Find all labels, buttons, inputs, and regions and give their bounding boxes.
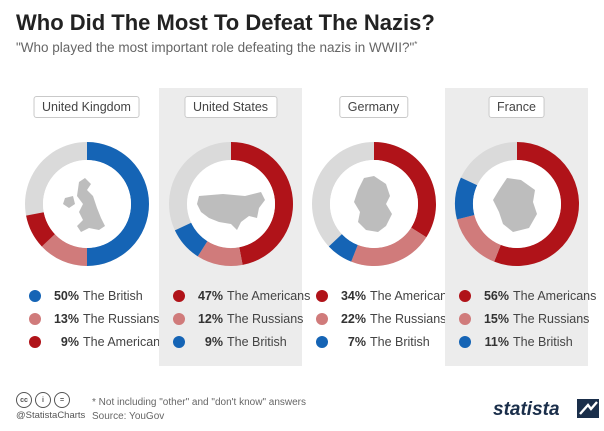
donut-slice xyxy=(87,142,149,266)
donut-slice xyxy=(26,212,55,247)
twitter-handle: @StatistaCharts xyxy=(16,410,86,421)
legend-label: The British xyxy=(83,288,143,303)
legend-item: 15% The Russians xyxy=(459,307,596,330)
legend-dot xyxy=(29,289,41,302)
donut-slice xyxy=(328,234,358,262)
germany-map-icon xyxy=(354,176,392,232)
footnote: * Not including "other" and "don't know"… xyxy=(92,396,306,424)
country-label: United Kingdom xyxy=(33,96,140,118)
donut-slice xyxy=(456,214,501,262)
donut-chart xyxy=(455,142,580,266)
legend-value: 11% xyxy=(484,334,509,349)
legend-label: The Americans xyxy=(370,288,454,303)
legend-dot xyxy=(316,335,328,348)
legend-value: 50% xyxy=(53,288,79,303)
legend-dot xyxy=(459,312,471,325)
legend-item: 9% The Americans xyxy=(29,330,166,353)
donut-slice xyxy=(231,142,293,265)
legend-label: The Russians xyxy=(83,311,160,326)
legend: 47% The Americans 12% The Russians 9% The Bri… xyxy=(173,284,310,353)
no-derivatives-icon: = xyxy=(54,392,70,408)
donut-slice xyxy=(494,142,579,266)
donut-chart xyxy=(312,142,437,266)
panel-uk: United Kingdom 50% The British 13% The Russi… xyxy=(15,88,166,366)
legend-dot xyxy=(316,312,328,325)
legend-value: 7% xyxy=(347,334,366,349)
attribution-icon: i xyxy=(35,392,51,408)
subtitle-text: "Who played the most important role defe… xyxy=(16,40,415,55)
legend-value: 34% xyxy=(340,288,366,303)
legend-label: The Americans xyxy=(227,288,311,303)
donut-slice xyxy=(351,227,427,266)
legend-item: 13% The Russians xyxy=(29,307,166,330)
legend-item: 11% The British xyxy=(459,330,596,353)
legend-item: 22% The Russians xyxy=(316,307,453,330)
country-label: Germany xyxy=(338,96,409,118)
panel-us: United States 47% The Americans 12% The Russ… xyxy=(159,88,310,366)
legend: 50% The British 13% The Russians 9% The Ameri… xyxy=(29,284,166,353)
legend-dot xyxy=(29,335,41,348)
panel-germany: Germany 34% The Americans 22% The Russians 7%… xyxy=(302,88,453,366)
donut-slice xyxy=(455,177,478,220)
legend-value: 9% xyxy=(60,334,79,349)
legend-dot xyxy=(459,335,471,348)
chart-subtitle: "Who played the most important role defe… xyxy=(16,40,417,55)
legend-dot xyxy=(316,289,328,302)
country-label: France xyxy=(488,96,545,118)
legend-dot xyxy=(29,312,41,325)
legend-value: 15% xyxy=(483,311,509,326)
donut-slice xyxy=(374,142,436,238)
legend-value: 22% xyxy=(340,311,366,326)
legend-label: The Russians xyxy=(370,311,447,326)
legend-value: 56% xyxy=(483,288,509,303)
legend-value: 12% xyxy=(197,311,223,326)
usa-map-icon xyxy=(197,192,265,230)
legend-value: 13% xyxy=(53,311,79,326)
france-map-icon xyxy=(493,178,537,232)
statista-logo-text: statista xyxy=(493,399,560,420)
legend-label: The Americans xyxy=(83,334,167,349)
panel-france: France 56% The Americans 15% The Russians 11%… xyxy=(445,88,596,366)
legend-dot xyxy=(459,289,471,302)
donut-slice xyxy=(41,234,87,266)
legend-item: 47% The Americans xyxy=(173,284,310,307)
chart-title: Who Did The Most To Defeat The Nazis? xyxy=(16,10,435,35)
donut-chart xyxy=(25,142,150,266)
legend-value: 9% xyxy=(204,334,223,349)
license-icons: cc i = xyxy=(16,392,70,408)
legend-label: The British xyxy=(513,334,573,349)
legend-label: The British xyxy=(370,334,430,349)
legend-item: 9% The British xyxy=(173,330,310,353)
legend-label: The Russians xyxy=(513,311,590,326)
legend-label: The British xyxy=(227,334,287,349)
donut-slice xyxy=(174,222,208,257)
cc-icon: cc xyxy=(16,392,32,408)
source-text: Source: YouGov xyxy=(92,411,165,422)
legend-item: 7% The British xyxy=(316,330,453,353)
uk-map-icon xyxy=(63,178,105,232)
legend-item: 34% The Americans xyxy=(316,284,453,307)
legend-label: The Americans xyxy=(513,288,597,303)
country-label: United States xyxy=(183,96,278,118)
footnote-text: * Not including "other" and "don't know"… xyxy=(92,397,307,408)
legend-dot xyxy=(173,312,185,325)
legend-dot xyxy=(173,289,185,302)
legend-item: 56% The Americans xyxy=(459,284,596,307)
donut-slice xyxy=(197,241,243,266)
statista-logo-icon xyxy=(577,399,599,418)
legend-item: 12% The Russians xyxy=(173,307,310,330)
donut-chart xyxy=(169,142,294,266)
legend-dot xyxy=(173,335,185,348)
legend-item: 50% The British xyxy=(29,284,166,307)
legend-label: The Russians xyxy=(227,311,304,326)
legend: 56% The Americans 15% The Russians 11% The Br… xyxy=(459,284,596,353)
legend-value: 47% xyxy=(197,288,223,303)
legend: 34% The Americans 22% The Russians 7% The Bri… xyxy=(316,284,453,353)
subtitle-asterisk: * xyxy=(414,40,418,49)
